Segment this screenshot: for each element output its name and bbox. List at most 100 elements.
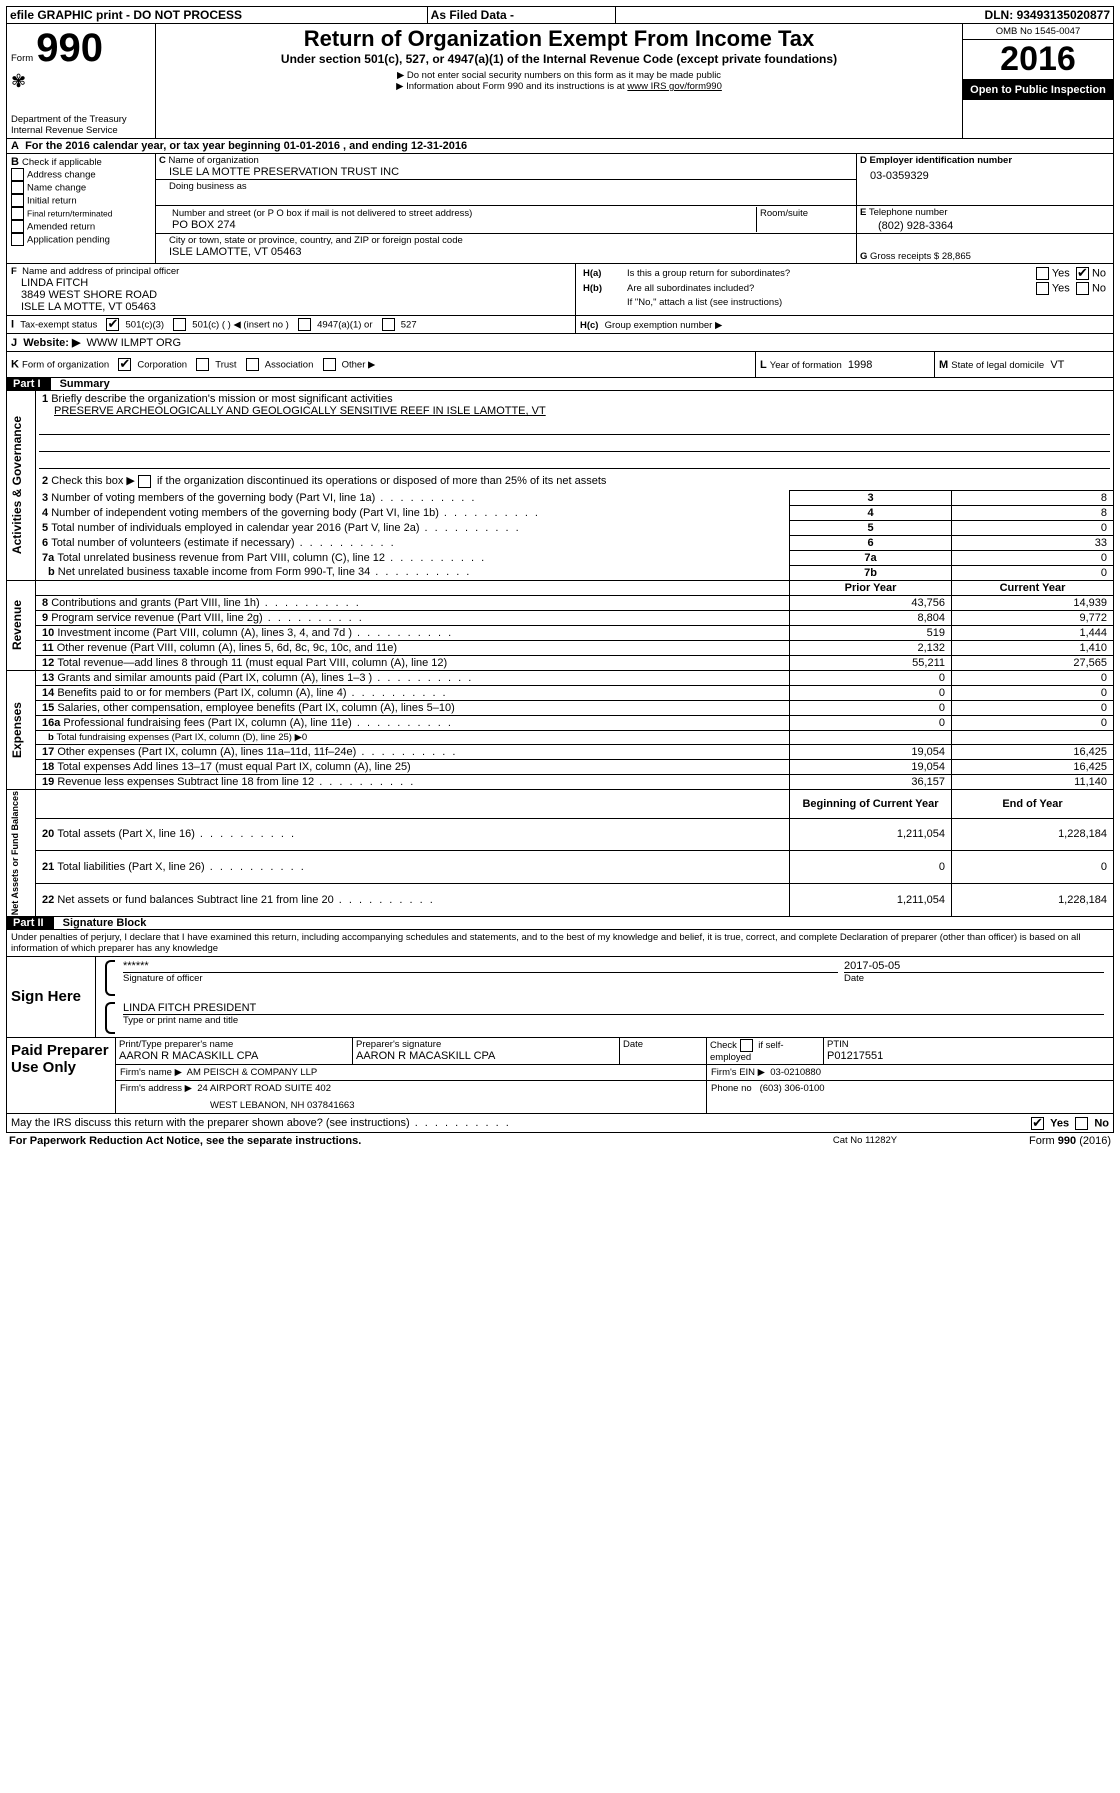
p1-row7b-val: 0 xyxy=(952,565,1114,580)
self-emp-checkbox[interactable] xyxy=(740,1039,753,1052)
p1-row8-label: Contributions and grants (Part VIII, lin… xyxy=(51,597,361,609)
k-assoc-checkbox[interactable] xyxy=(246,358,259,371)
p1-row14-b: 0 xyxy=(952,685,1114,700)
preparer-block: Paid Preparer Use Only Print/Type prepar… xyxy=(6,1038,1114,1114)
irs-link[interactable]: www IRS gov/form990 xyxy=(627,81,722,92)
entity-block: B Check if applicable Address change Nam… xyxy=(6,154,1114,264)
p1-row7a-val: 0 xyxy=(952,550,1114,565)
k-trust-checkbox[interactable] xyxy=(196,358,209,371)
officer-sig-name: LINDA FITCH PRESIDENT xyxy=(123,1002,1104,1014)
ha-yes-checkbox[interactable] xyxy=(1036,267,1049,280)
officer-sig-label: Type or print name and title xyxy=(123,1014,1104,1026)
b-name-checkbox[interactable] xyxy=(11,181,24,194)
room-label: Room/suite xyxy=(757,207,854,232)
p1-row18-b: 16,425 xyxy=(952,759,1114,774)
p1-row10-a: 519 xyxy=(790,625,952,640)
i-4947-checkbox[interactable] xyxy=(298,318,311,331)
officer-label: Name and address of principal officer xyxy=(22,266,179,277)
header-note2: ▶ Information about Form 990 and its ins… xyxy=(164,81,954,92)
col-prior: Prior Year xyxy=(790,580,952,595)
gross-label: Gross receipts $ xyxy=(870,251,939,262)
b-addr-checkbox[interactable] xyxy=(11,168,24,181)
discuss-label: May the IRS discuss this return with the… xyxy=(11,1117,511,1129)
p1-row22-b: 1,228,184 xyxy=(952,884,1114,917)
p1-row7a-label: Total unrelated business revenue from Pa… xyxy=(57,552,486,564)
p1-row10-b: 1,444 xyxy=(952,625,1114,640)
sign-block: Sign Here ****** Signature of officer 20… xyxy=(6,957,1114,1038)
p1-row4-label: Number of independent voting members of … xyxy=(51,507,540,519)
p1-row18-a: 19,054 xyxy=(790,759,952,774)
sign-here-label: Sign Here xyxy=(7,957,96,1038)
p1-mission: PRESERVE ARCHEOLOGICALLY AND GEOLOGICALL… xyxy=(42,405,546,417)
hb-yes-checkbox[interactable] xyxy=(1036,282,1049,295)
p1-row19-b: 11,140 xyxy=(952,774,1114,789)
p1-row13-label: Grants and similar amounts paid (Part IX… xyxy=(57,672,473,684)
p1-row9-label: Program service revenue (Part VIII, line… xyxy=(51,612,364,624)
sidelabel-exp: Expenses xyxy=(10,702,24,758)
ein-label: Employer identification number xyxy=(870,155,1013,166)
i-527-checkbox[interactable] xyxy=(382,318,395,331)
p1-row19-label: Revenue less expenses Subtract line 18 f… xyxy=(57,776,415,788)
firm-addr1: 24 AIRPORT ROAD SUITE 402 xyxy=(197,1083,331,1094)
date-label: Date xyxy=(844,972,1104,984)
k-other-checkbox[interactable] xyxy=(323,358,336,371)
b-pending-checkbox[interactable] xyxy=(11,233,24,246)
org-name: ISLE LA MOTTE PRESERVATION TRUST INC xyxy=(159,166,853,178)
p1-line2-checkbox[interactable] xyxy=(138,475,151,488)
col-current: Current Year xyxy=(952,580,1114,595)
header-block: Form 990 ✾ Department of the Treasury In… xyxy=(6,24,1114,139)
part1-title: Summary xyxy=(54,378,110,390)
gross-value: 28,865 xyxy=(942,251,971,262)
part1-label: Part I xyxy=(7,377,51,391)
p1-row16a-a: 0 xyxy=(790,715,952,730)
b-initial-checkbox[interactable] xyxy=(11,194,24,207)
b-final-checkbox[interactable] xyxy=(11,207,24,220)
p1-row17-a: 19,054 xyxy=(790,744,952,759)
p1-row21-a: 0 xyxy=(790,851,952,884)
addr-label: Number and street (or P O box if mail is… xyxy=(162,208,753,219)
i-501c-checkbox[interactable] xyxy=(173,318,186,331)
firm-name: AM PEISCH & COMPANY LLP xyxy=(187,1067,318,1078)
m-label: State of legal domicile xyxy=(951,360,1044,371)
discuss-no-checkbox[interactable] xyxy=(1075,1117,1088,1130)
discuss-yes-checkbox[interactable] xyxy=(1031,1117,1044,1130)
firm-phone-label: Phone no xyxy=(711,1083,752,1094)
hb-no-checkbox[interactable] xyxy=(1076,282,1089,295)
p1-row15-b: 0 xyxy=(952,700,1114,715)
p1-row20-label: Total assets (Part X, line 16) xyxy=(57,828,296,840)
firm-phone: (603) 306-0100 xyxy=(760,1083,825,1094)
ha-no-checkbox[interactable] xyxy=(1076,267,1089,280)
form-title: Return of Organization Exempt From Incom… xyxy=(164,26,954,52)
p1-row16b-label: Total fundraising expenses (Part IX, col… xyxy=(56,732,307,743)
p1-row10-label: Investment income (Part VIII, column (A)… xyxy=(57,627,453,639)
paid-preparer-label: Paid Preparer Use Only xyxy=(7,1038,116,1114)
i-501c3-checkbox[interactable] xyxy=(106,318,119,331)
hb-label: Are all subordinates included? xyxy=(624,281,993,296)
prep-name: AARON R MACASKILL CPA xyxy=(119,1050,349,1062)
p1-row7b-label: Net unrelated business taxable income fr… xyxy=(58,566,472,578)
p1-row4-val: 8 xyxy=(952,505,1114,520)
b-amended-checkbox[interactable] xyxy=(11,220,24,233)
open-public-label: Open to Public Inspection xyxy=(963,80,1113,100)
sig-label: Signature of officer xyxy=(123,972,838,984)
footer: For Paperwork Reduction Act Notice, see … xyxy=(6,1134,1114,1148)
p1-row12-a: 55,211 xyxy=(790,655,952,670)
efile-label: efile GRAPHIC print - DO NOT PROCESS xyxy=(7,7,428,24)
form-subtitle: Under section 501(c), 527, or 4947(a)(1)… xyxy=(164,52,954,66)
part2-title: Signature Block xyxy=(57,917,147,929)
sig-stars: ****** xyxy=(123,960,838,972)
p1-row22-label: Net assets or fund balances Subtract lin… xyxy=(57,894,435,906)
p1-row11-b: 1,410 xyxy=(952,640,1114,655)
p1-row19-a: 36,157 xyxy=(790,774,952,789)
firm-addr-label: Firm's address ▶ xyxy=(120,1083,192,1094)
form-footer: Form 990 (2016) xyxy=(948,1134,1114,1148)
year-formation: 1998 xyxy=(848,359,872,371)
dba-label: Doing business as xyxy=(159,181,853,192)
p1-row20-b: 1,228,184 xyxy=(952,818,1114,851)
k-corp-checkbox[interactable] xyxy=(118,358,131,371)
omb-number: OMB No 1545-0047 xyxy=(963,24,1113,40)
discuss-row: May the IRS discuss this return with the… xyxy=(6,1114,1114,1133)
p1-row11-a: 2,132 xyxy=(790,640,952,655)
line-a: A For the 2016 calendar year, or tax yea… xyxy=(6,139,1114,154)
p1-row22-a: 1,211,054 xyxy=(790,884,952,917)
